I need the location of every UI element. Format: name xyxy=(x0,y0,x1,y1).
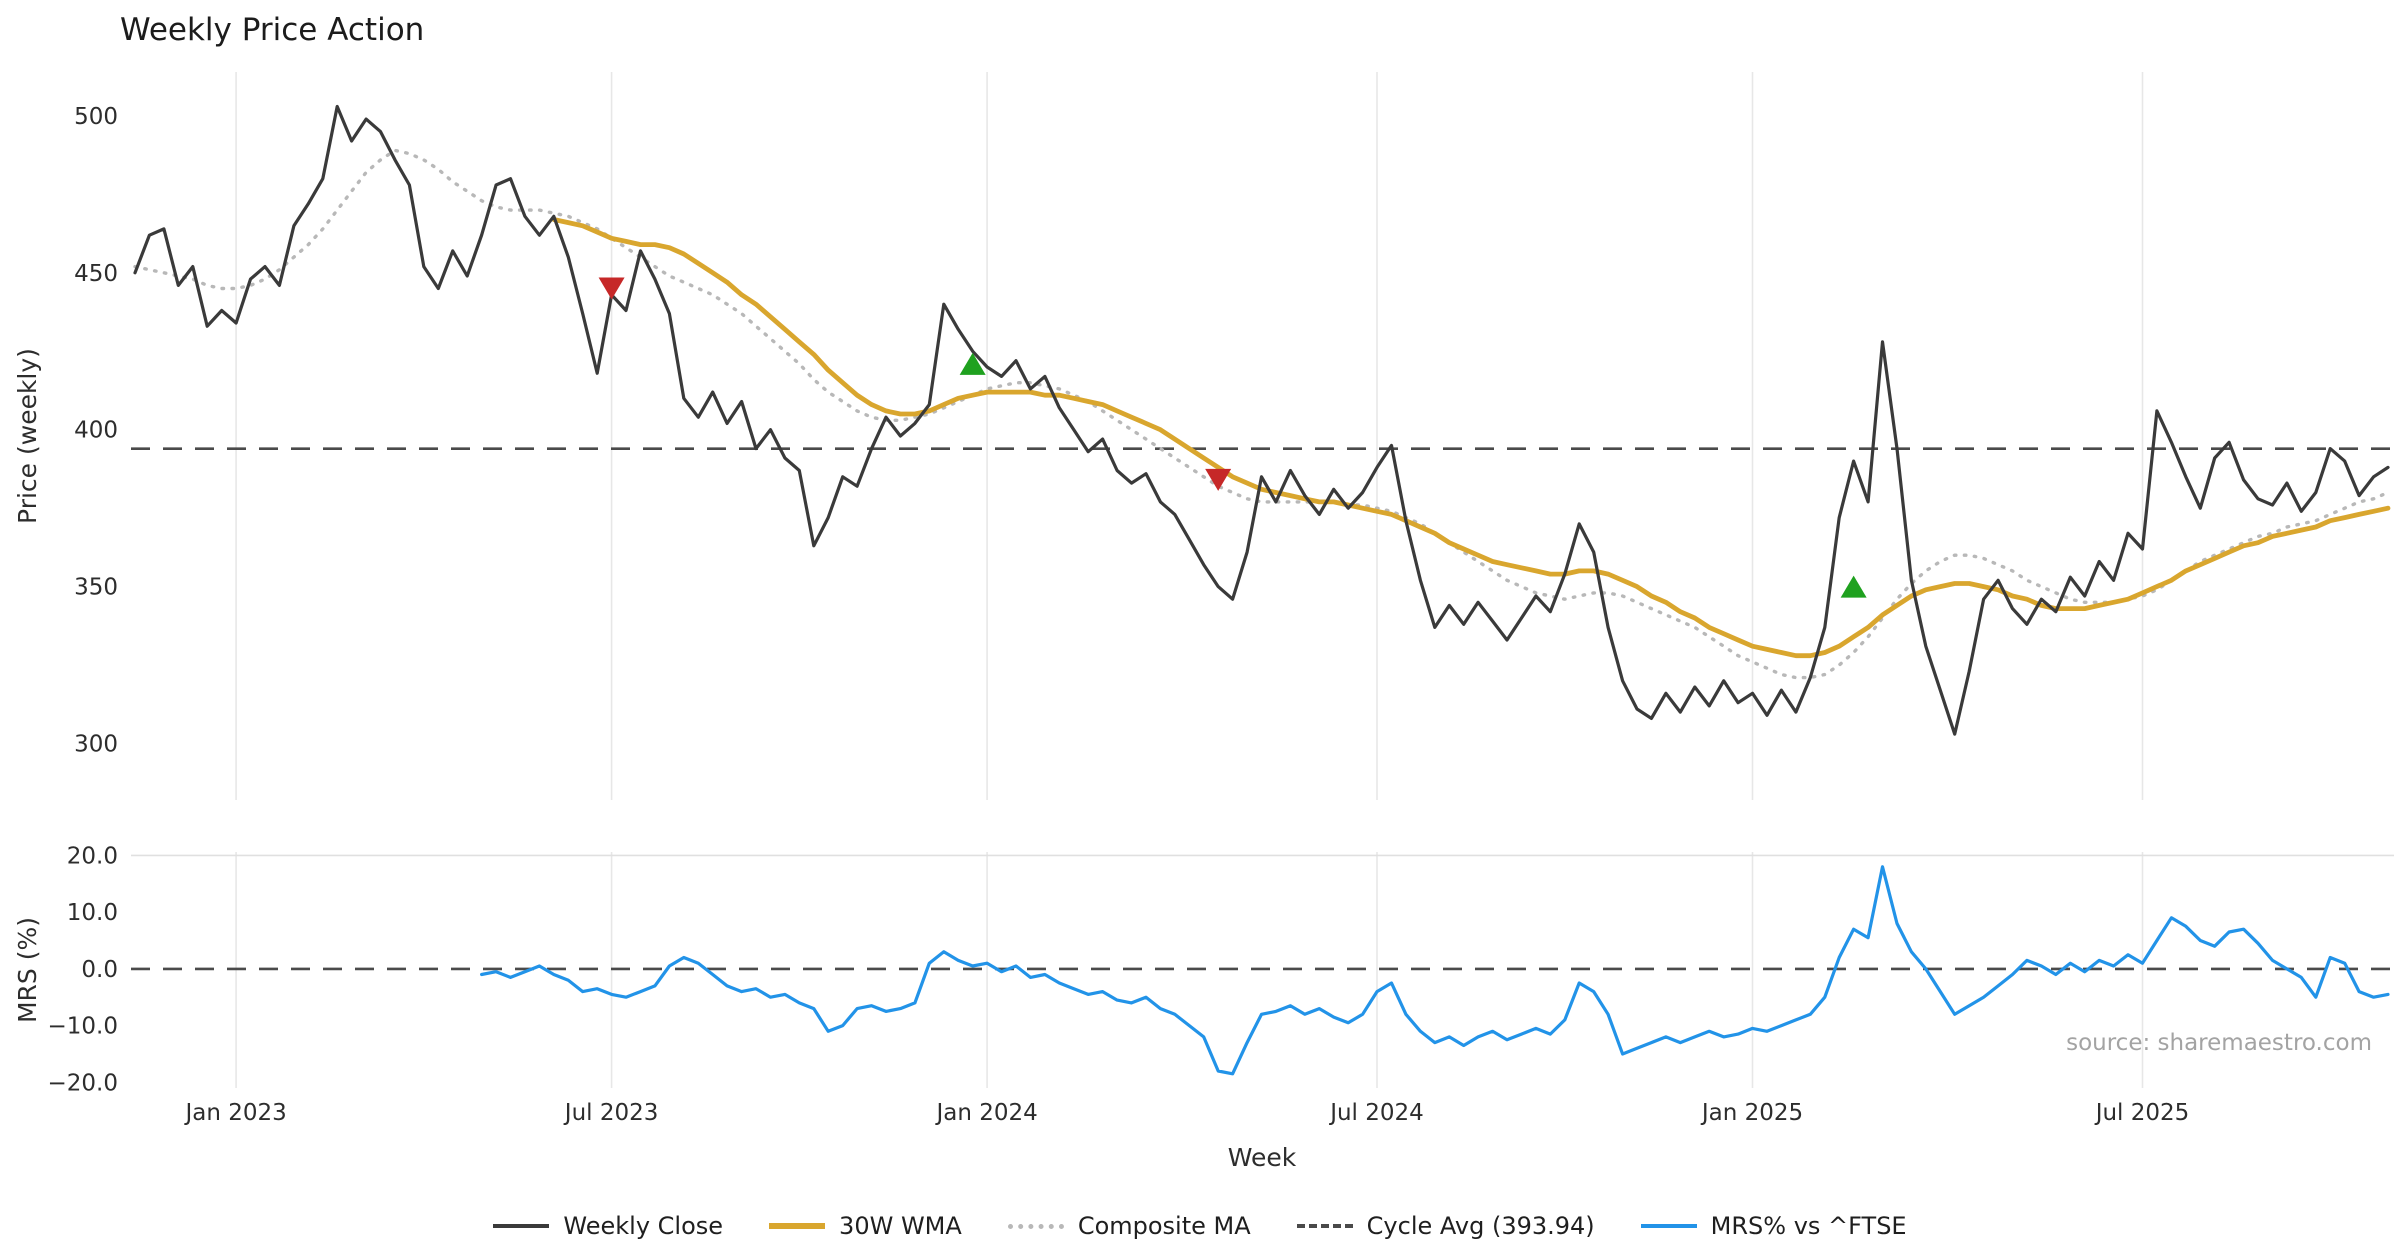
series-weekly-close xyxy=(133,104,2390,736)
mrs-tick-label: −10.0 xyxy=(48,1014,118,1040)
price-tick-label: 300 xyxy=(74,732,118,758)
series-30w-wma xyxy=(551,217,2391,659)
legend-label: Weekly Close xyxy=(563,1212,724,1240)
legend-item-composite-ma: Composite MA xyxy=(1007,1212,1251,1240)
signal-marker-layer xyxy=(598,277,1867,598)
reference-lines-layer xyxy=(131,447,2394,971)
mrs-axis-label: MRS (%) xyxy=(13,917,42,1023)
legend-line-sample xyxy=(1007,1223,1064,1229)
buy-signal-marker xyxy=(1840,575,1867,598)
legend-line-sample xyxy=(1640,1224,1697,1228)
legend-item-weekly-close: Weekly Close xyxy=(493,1212,723,1240)
tick-label-layer: Jan 2023 Jul 2023 Jan 2024 Jul 2024 Jan 2025… xyxy=(48,104,2190,1126)
x-tick-label: Jul 2023 xyxy=(563,1100,659,1126)
legend-label: Cycle Avg (393.94) xyxy=(1366,1212,1595,1240)
buy-signal-marker xyxy=(959,352,986,375)
sell-signal-marker xyxy=(1205,468,1232,491)
legend-item-mrs-vs-ftse: MRS% vs ^FTSE xyxy=(1640,1212,1907,1240)
legend-line-sample xyxy=(1296,1224,1353,1228)
x-tick-label: Jul 2025 xyxy=(2094,1100,2190,1126)
x-tick-label: Jul 2024 xyxy=(1328,1100,1424,1126)
x-tick-label: Jan 2025 xyxy=(1700,1100,1803,1126)
mrs-tick-label: 0.0 xyxy=(81,957,118,983)
series-composite-ma xyxy=(133,148,2390,680)
sell-signal-marker xyxy=(598,277,625,300)
series-mrs-vs-ftse xyxy=(480,865,2390,1076)
mrs-tick-label: 20.0 xyxy=(67,843,118,869)
legend-line-sample xyxy=(769,1223,826,1229)
legend-label: 30W WMA xyxy=(839,1212,962,1240)
price-tick-label: 450 xyxy=(74,261,118,287)
chart-title: Weekly Price Action xyxy=(120,12,424,48)
legend-line-sample xyxy=(493,1224,550,1228)
source-note: source: sharemaestro.com xyxy=(2066,1030,2372,1056)
legend-label: Composite MA xyxy=(1077,1212,1251,1240)
grid-layer xyxy=(131,72,2394,1088)
price-tick-label: 350 xyxy=(74,575,118,601)
x-tick-label: Jan 2023 xyxy=(183,1100,286,1126)
mrs-tick-label: 10.0 xyxy=(67,900,118,926)
price-axis-label: Price (weekly) xyxy=(13,348,42,524)
chart-legend: Weekly Close 30W WMA Composite MA Cycle Avg… xyxy=(0,1212,2400,1240)
mrs-tick-label: −20.0 xyxy=(48,1070,118,1096)
x-axis-label: Week xyxy=(1228,1143,1297,1172)
price-tick-label: 400 xyxy=(74,418,118,444)
legend-item-30w-wma: 30W WMA xyxy=(769,1212,962,1240)
legend-item-cycle-avg-393-94: Cycle Avg (393.94) xyxy=(1296,1212,1595,1240)
price-tick-label: 500 xyxy=(74,104,118,130)
x-tick-label: Jan 2024 xyxy=(934,1100,1037,1126)
legend-label: MRS% vs ^FTSE xyxy=(1710,1212,1907,1240)
series-layer xyxy=(133,104,2391,1076)
